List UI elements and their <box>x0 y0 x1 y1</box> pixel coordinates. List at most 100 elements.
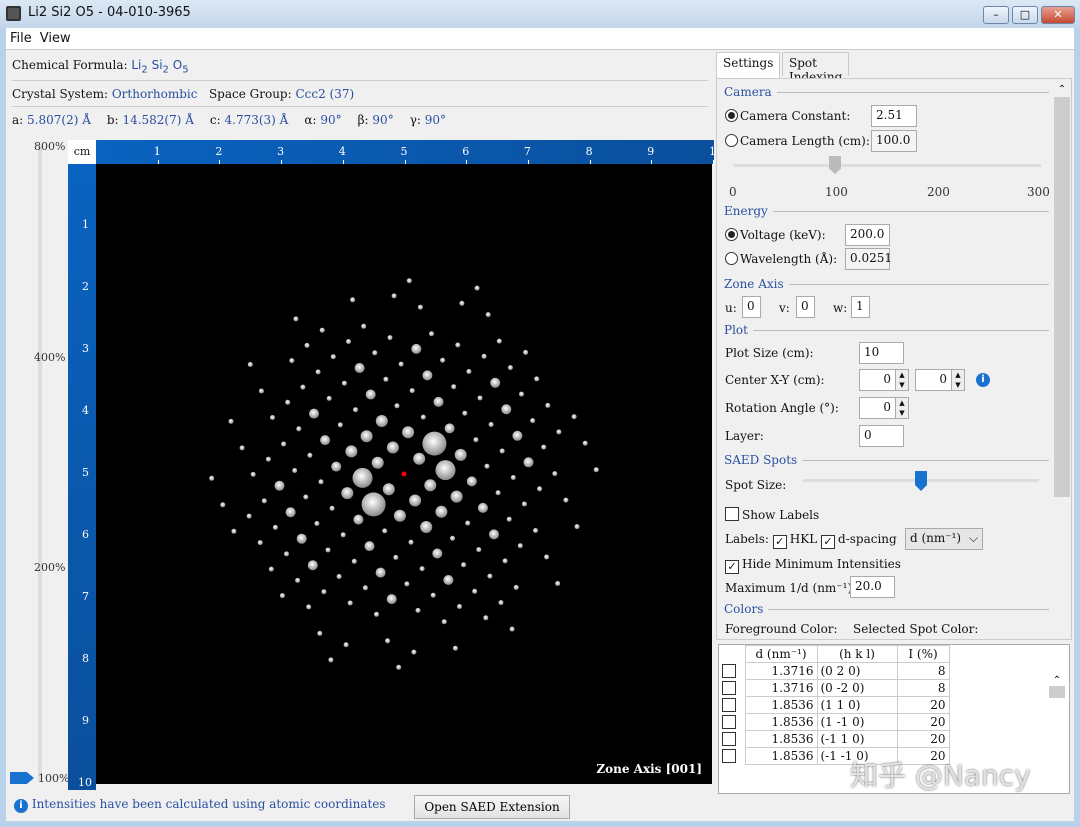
diffraction-spot[interactable] <box>231 528 237 534</box>
diffraction-spot[interactable] <box>375 415 388 427</box>
diffraction-spot[interactable] <box>411 343 422 354</box>
col-hkl[interactable]: (h k l) <box>816 645 898 663</box>
zoom-slider-thumb[interactable] <box>10 772 34 784</box>
table-row[interactable]: 1.8536 (1 1 0) 20 <box>719 696 950 714</box>
diffraction-spot[interactable] <box>261 498 267 504</box>
diffraction-spot[interactable] <box>394 403 400 409</box>
menu-view[interactable]: View <box>39 31 71 46</box>
w-input[interactable]: 1 <box>851 296 870 318</box>
diffraction-spot[interactable] <box>420 521 433 533</box>
diffraction-spot[interactable] <box>530 418 536 424</box>
wavelength-radio[interactable]: Wavelength (Å): <box>725 252 837 266</box>
diffraction-spot[interactable] <box>345 445 358 458</box>
diffraction-spot[interactable] <box>353 407 358 413</box>
diffraction-spot[interactable] <box>228 418 234 424</box>
show-labels-checkbox[interactable]: Show Labels <box>725 507 819 522</box>
diffraction-spot[interactable] <box>295 577 301 583</box>
diffraction-spot[interactable] <box>293 316 299 322</box>
diffraction-spot[interactable] <box>513 584 519 590</box>
table-row[interactable]: 1.8536 (-1 -1 0) 20 <box>719 747 950 765</box>
spot-pattern[interactable] <box>96 164 712 784</box>
diffraction-spot[interactable] <box>411 649 417 655</box>
diffraction-spot[interactable] <box>512 430 523 441</box>
diffraction-spot[interactable] <box>309 408 319 419</box>
diffraction-spot[interactable] <box>424 479 437 492</box>
diffraction-spot[interactable] <box>552 471 558 477</box>
voltage-input[interactable]: 200.0 <box>845 224 890 246</box>
diffraction-spot[interactable] <box>517 543 523 549</box>
diffraction-spot[interactable] <box>382 483 395 496</box>
camera-length-input[interactable]: 100.0 <box>871 130 917 152</box>
diffraction-spot[interactable] <box>321 589 327 595</box>
diffraction-spot[interactable] <box>393 509 406 522</box>
diffraction-spot[interactable] <box>498 600 504 606</box>
diffraction-spot[interactable] <box>496 338 502 344</box>
diffraction-spot[interactable] <box>306 604 312 610</box>
diffraction-spot[interactable] <box>328 657 334 663</box>
diffraction-spot[interactable] <box>258 388 264 394</box>
diffraction-spot[interactable] <box>374 611 379 617</box>
diffraction-spot[interactable] <box>246 513 252 519</box>
diffraction-spot[interactable] <box>454 448 467 461</box>
diffraction-spot[interactable] <box>541 444 547 450</box>
zoom-slider-track[interactable] <box>38 146 42 782</box>
diffraction-spot[interactable] <box>319 327 325 333</box>
diffraction-spot[interactable] <box>477 395 483 401</box>
diffraction-spot[interactable] <box>485 312 491 318</box>
diffraction-spot[interactable] <box>574 524 580 530</box>
diffraction-spot[interactable] <box>506 516 512 522</box>
diffraction-spot[interactable] <box>318 479 324 485</box>
diffraction-spot[interactable] <box>432 548 443 559</box>
diffraction-spot[interactable] <box>488 422 494 427</box>
center-y-spinner[interactable]: 0 ▲ ▼ <box>915 369 965 391</box>
diffraction-spot[interactable] <box>472 588 478 594</box>
row-checkbox[interactable] <box>722 697 736 712</box>
diffraction-spot[interactable] <box>362 585 368 591</box>
maximize-button[interactable]: □ <box>1012 6 1038 24</box>
close-button[interactable]: ✕ <box>1041 6 1075 24</box>
info-icon[interactable]: i <box>976 373 990 387</box>
diffraction-spot[interactable] <box>455 342 461 348</box>
diffraction-spot[interactable] <box>451 384 457 390</box>
diffraction-spot[interactable] <box>545 402 551 408</box>
diffraction-spot[interactable] <box>534 376 540 382</box>
layer-input[interactable]: 0 <box>859 425 904 447</box>
diffraction-spot[interactable] <box>247 362 253 367</box>
diffraction-spot[interactable] <box>396 664 402 670</box>
diffraction-spot[interactable] <box>466 476 477 487</box>
diffraction-spot[interactable] <box>268 566 274 572</box>
menu-file[interactable]: File <box>10 31 32 46</box>
diffraction-spot[interactable] <box>354 363 365 373</box>
diffraction-spot[interactable] <box>501 404 512 415</box>
diffraction-spot[interactable] <box>285 507 296 518</box>
diffraction-spot[interactable] <box>481 353 487 359</box>
diffraction-spot[interactable] <box>457 604 462 609</box>
diffraction-spot[interactable] <box>582 440 588 446</box>
diffraction-spot[interactable] <box>487 573 493 579</box>
diffraction-spot[interactable] <box>386 441 399 454</box>
table-row[interactable]: 1.8536 (-1 1 0) 20 <box>719 730 950 748</box>
diffraction-spot[interactable] <box>409 494 422 507</box>
diffraction-spot[interactable] <box>351 558 357 564</box>
diffraction-spot[interactable] <box>386 594 397 605</box>
table-scrollbar[interactable]: ⌃ <box>1049 675 1065 785</box>
diffraction-spot[interactable] <box>352 467 373 488</box>
diffraction-spot[interactable] <box>296 426 302 432</box>
diffraction-spot[interactable] <box>544 554 550 560</box>
camera-constant-input[interactable]: 2.51 <box>871 105 917 127</box>
diffraction-spot[interactable] <box>353 514 364 525</box>
diffraction-spot[interactable] <box>420 414 426 420</box>
diffraction-spot[interactable] <box>360 430 373 443</box>
diffraction-spot[interactable] <box>521 501 527 507</box>
diffraction-spot[interactable] <box>341 380 347 386</box>
tab-spot-indexing[interactable]: Spot Indexing <box>782 52 850 84</box>
diffraction-spot[interactable] <box>284 551 289 557</box>
diffraction-spot[interactable] <box>365 389 376 400</box>
diffraction-spot[interactable] <box>320 435 331 446</box>
diffraction-spot[interactable] <box>476 547 482 553</box>
diffraction-spot[interactable] <box>519 391 524 397</box>
minimize-button[interactable]: – <box>983 6 1009 24</box>
diffraction-spot[interactable] <box>452 645 458 651</box>
diffraction-spot[interactable] <box>315 369 321 375</box>
diffraction-spot[interactable] <box>443 575 454 585</box>
